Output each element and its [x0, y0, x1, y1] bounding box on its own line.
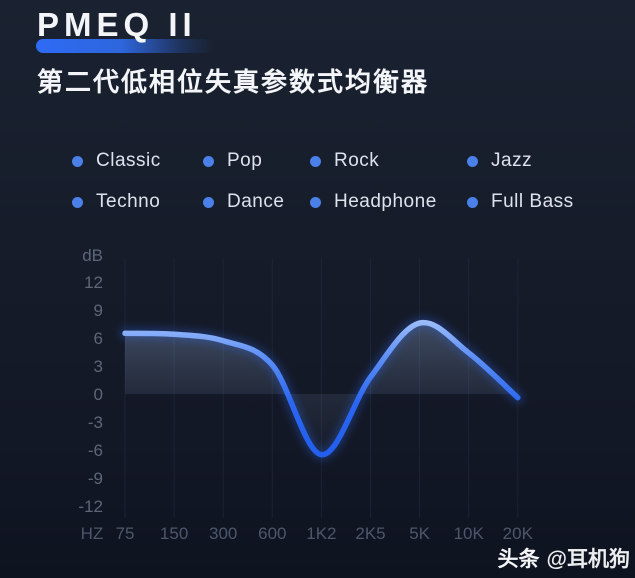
x-tick-label: 600: [258, 524, 286, 543]
bullet-icon: [467, 196, 478, 208]
watermark-handle: @耳机狗: [546, 548, 630, 571]
preset-label: Jazz: [491, 150, 533, 171]
y-tick-label: -3: [88, 413, 103, 432]
y-tick-label: -12: [78, 497, 103, 516]
x-tick-label: 10K: [454, 524, 485, 543]
preset-label: Rock: [334, 150, 380, 171]
x-tick-label: 75: [116, 524, 135, 543]
x-tick-label: 2K5: [355, 524, 385, 543]
preset-item-full-bass[interactable]: Full Bass: [467, 191, 574, 213]
bullet-icon: [310, 155, 321, 167]
y-tick-label: 3: [94, 357, 103, 376]
title-underline: [36, 39, 214, 53]
bullet-icon: [467, 155, 478, 167]
x-tick-label: 20K: [503, 524, 534, 543]
y-axis-labels: 12 9 6 3 0 -3 -6 -9 -12 dB: [78, 246, 103, 516]
preset-label: Techno: [96, 191, 161, 212]
y-tick-label: -6: [88, 441, 103, 460]
bullet-icon: [72, 196, 83, 208]
bullet-icon: [72, 155, 83, 167]
x-tick-label: 300: [209, 524, 237, 543]
watermark: 头条 @耳机狗: [498, 543, 630, 573]
page-subtitle: 第二代低相位失真参数式均衡器: [37, 67, 430, 97]
eq-curve-fill: [125, 322, 518, 455]
bullet-icon: [310, 196, 321, 208]
y-tick-label: 0: [94, 385, 103, 404]
eq-curve-line: [122, 319, 521, 458]
bullet-icon: [203, 155, 214, 167]
x-axis-labels: 75 150 300 600 1K2 2K5 5K 10K 20K HZ: [81, 524, 534, 543]
x-tick-label: 1K2: [306, 524, 336, 543]
bullet-icon: [203, 196, 214, 208]
x-axis-unit: HZ: [81, 524, 104, 543]
y-axis-unit: dB: [82, 246, 103, 265]
preset-item-classic[interactable]: Classic: [72, 150, 161, 172]
preset-item-techno[interactable]: Techno: [72, 191, 160, 213]
preset-list: Classic Pop Rock Jazz Techno Dance Headphone Fu…: [0, 0, 635, 230]
preset-label: Pop: [227, 150, 263, 171]
y-tick-label: 12: [84, 273, 103, 292]
x-tick-label: 150: [160, 524, 188, 543]
preset-item-headphone[interactable]: Headphone: [310, 191, 437, 213]
curve-layer: [119, 316, 524, 461]
preset-label: Headphone: [334, 191, 437, 212]
preset-item-dance[interactable]: Dance: [203, 191, 284, 213]
y-tick-label: -9: [88, 469, 103, 488]
preset-item-rock[interactable]: Rock: [310, 150, 379, 172]
page-title: PMEQ II: [37, 6, 197, 43]
y-tick-label: 9: [94, 301, 103, 320]
preset-item-jazz[interactable]: Jazz: [467, 150, 532, 172]
watermark-brand: 头条: [497, 548, 540, 571]
x-tick-label: 5K: [409, 524, 430, 543]
preset-label: Dance: [227, 191, 285, 212]
y-tick-label: 6: [94, 329, 103, 348]
preset-label: Classic: [96, 150, 161, 171]
preset-label: Full Bass: [491, 191, 574, 212]
preset-item-pop[interactable]: Pop: [203, 150, 262, 172]
